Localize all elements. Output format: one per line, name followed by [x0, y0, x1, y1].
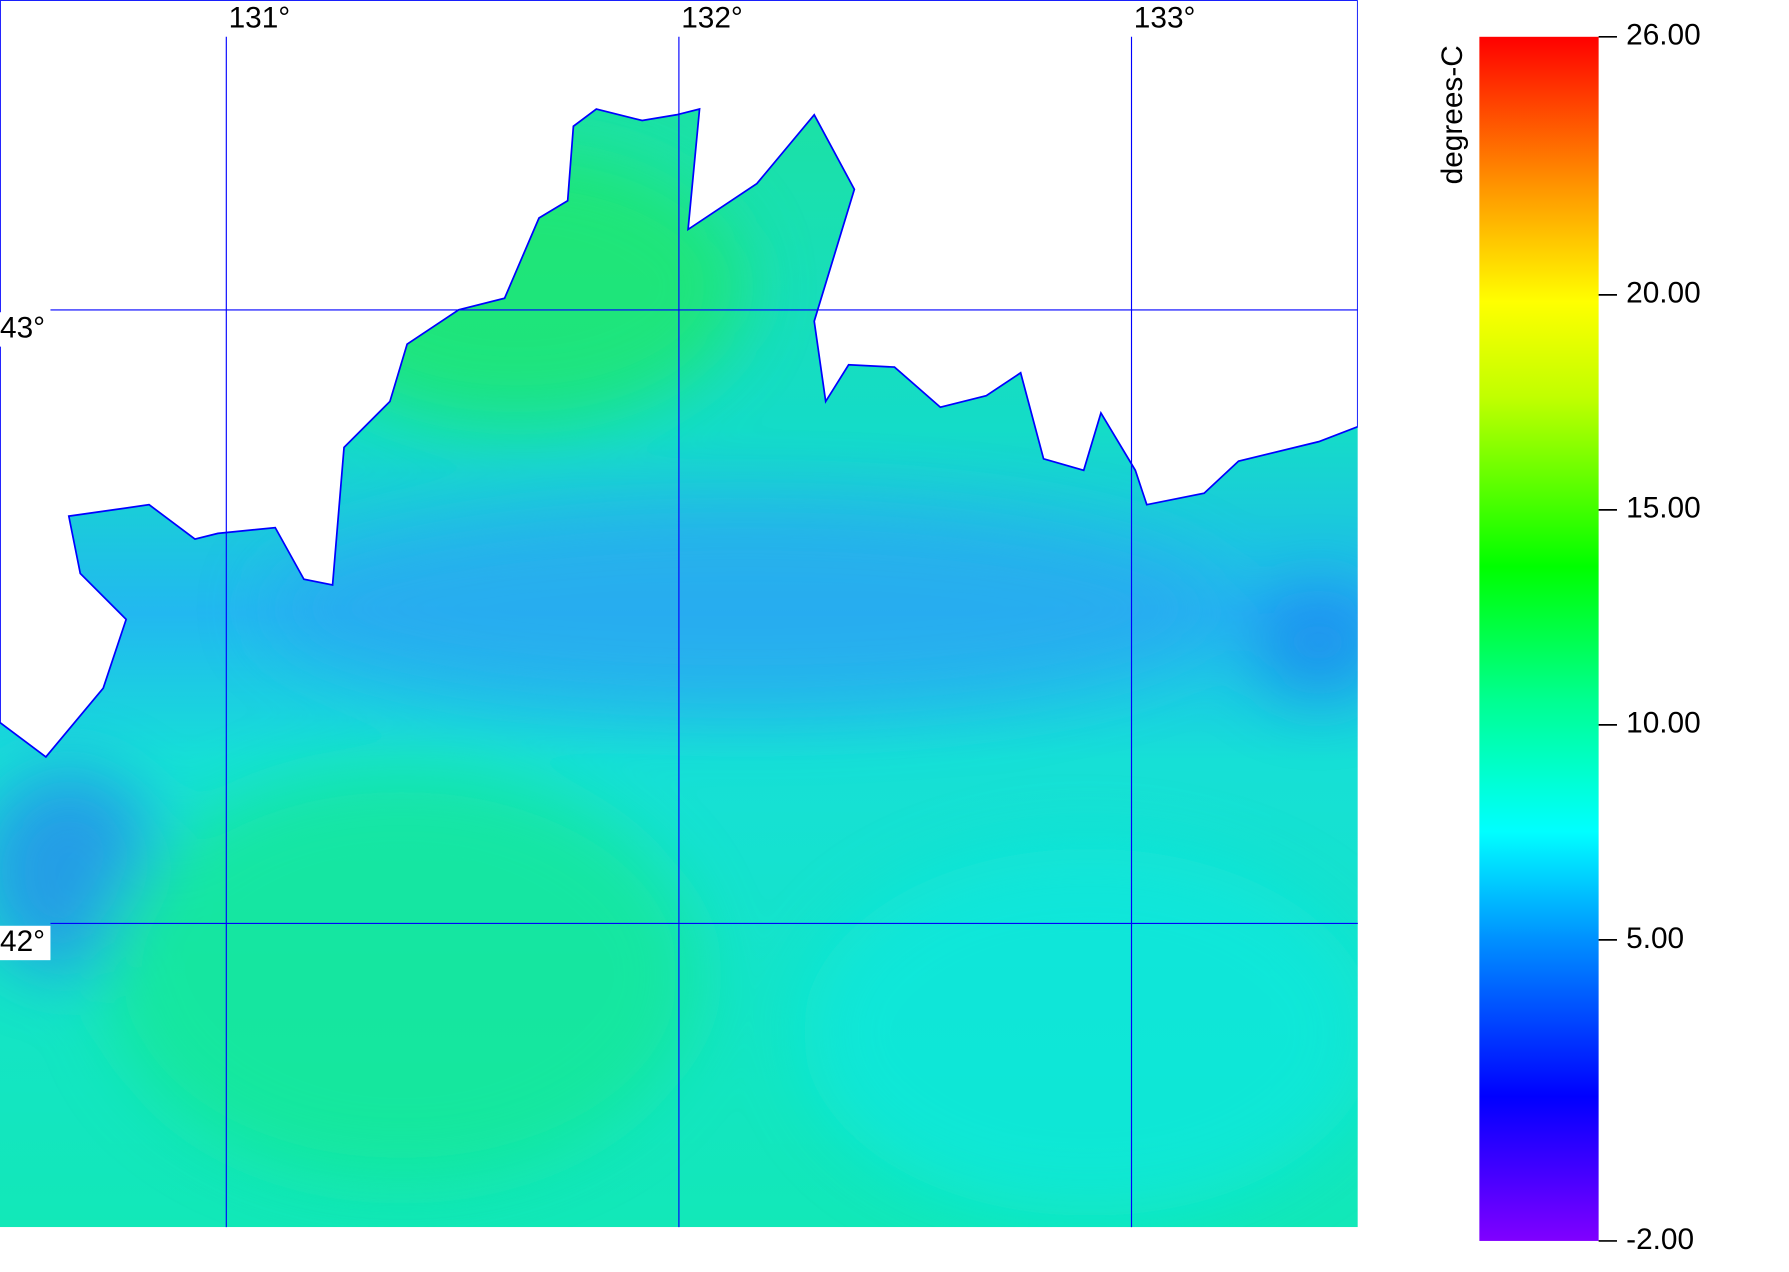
- sst-image: [0, 0, 1358, 1228]
- land: [0, 0, 1358, 759]
- colorbar-tick-label: 20.00: [1626, 277, 1701, 310]
- graticule: [50, 36, 1358, 1228]
- colorbar-tick-label: 26.00: [1626, 19, 1701, 52]
- colorbar: [1479, 36, 1599, 1241]
- lat-label-bg: [0, 925, 51, 961]
- lon-label: 132°: [681, 1, 743, 34]
- colorbar-tick-label: 15.00: [1626, 492, 1701, 525]
- lat-label-bg: [0, 312, 51, 347]
- lon-label: 133°: [1134, 1, 1196, 34]
- lat-label: 42°: [0, 925, 45, 958]
- colorbar-label: degrees-C: [1436, 45, 1469, 184]
- lon-label: 131°: [229, 1, 291, 34]
- colorbar-tick-label: -2.00: [1626, 1223, 1694, 1256]
- axis-labels: 131° 132° 133° 43° 42°: [0, 1, 1196, 961]
- temperature-patches: [0, 149, 1358, 1216]
- lat-label: 43°: [0, 311, 45, 344]
- colorbar-tick-label: 10.00: [1626, 707, 1701, 740]
- colorbar-tick-label: 5.00: [1626, 922, 1684, 955]
